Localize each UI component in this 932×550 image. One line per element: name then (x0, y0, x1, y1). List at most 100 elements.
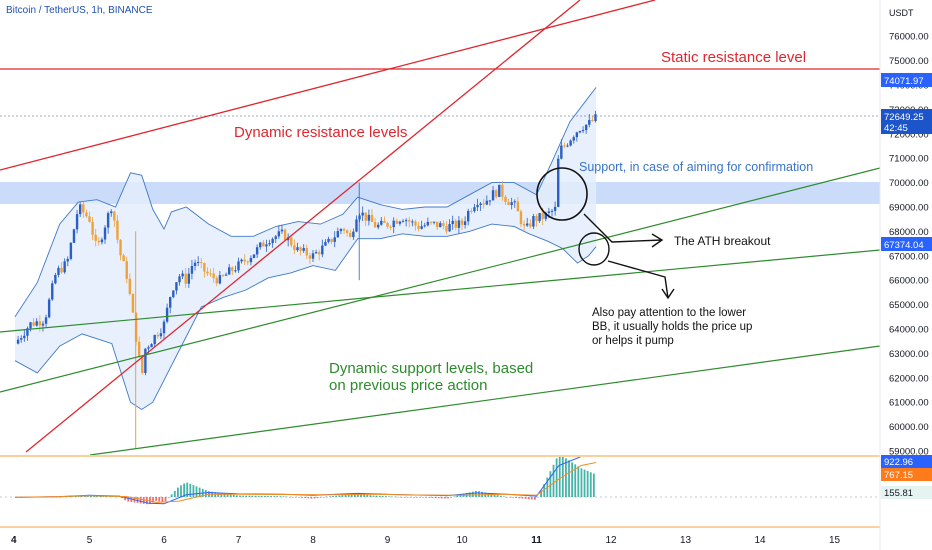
candle-body (259, 242, 262, 248)
macd-histogram-bar (291, 497, 294, 498)
candle (262, 240, 265, 247)
candle-body (209, 273, 212, 275)
candle-body (376, 224, 380, 228)
candle (563, 142, 566, 149)
candle-body (218, 275, 222, 284)
candle-body (460, 220, 464, 225)
candle (560, 139, 563, 160)
dynamic-support-line-1[interactable] (0, 167, 880, 393)
candle (408, 216, 411, 228)
dynamic-support-line-2[interactable] (0, 249, 880, 333)
macd-histogram-bar (195, 486, 198, 497)
candle-body (178, 276, 181, 283)
macd-histogram-bar (232, 494, 235, 497)
candle-body (97, 240, 101, 243)
macd-histogram-bar (83, 495, 86, 497)
candle (122, 253, 125, 262)
macd-histogram-bar (375, 495, 378, 497)
candle (296, 242, 299, 252)
bollinger-upper-band (14, 87, 597, 318)
candle-body (200, 262, 203, 264)
candle-body (299, 247, 302, 251)
macd-histogram-bar (518, 497, 521, 499)
macd-histogram-bar (425, 497, 428, 498)
candle (491, 186, 495, 201)
macd-histogram-bar (263, 495, 266, 497)
candle-body (448, 224, 451, 232)
macd-histogram-bar (540, 490, 542, 497)
macd-histogram-bar (316, 497, 319, 499)
macd-line (14, 457, 582, 505)
histogram-value-badge: 155.81 (881, 486, 932, 499)
dynamic-support-line-3[interactable] (89, 345, 880, 455)
candle-body (38, 321, 42, 326)
breakout-circle[interactable] (536, 167, 588, 221)
candle (423, 222, 426, 228)
candle-body (557, 158, 560, 207)
candle (361, 206, 364, 222)
candle-body (389, 226, 392, 228)
candle (314, 249, 318, 254)
candle-body (494, 190, 498, 197)
candle (550, 208, 554, 217)
candle-body (193, 262, 197, 266)
candle-body (408, 220, 411, 222)
macd-histogram-bar (180, 485, 182, 497)
candle-body (569, 140, 572, 146)
macd-histogram-bar (549, 471, 552, 497)
lower-band-circle[interactable] (578, 232, 610, 266)
candle (572, 135, 575, 144)
macd-histogram-bar (167, 497, 170, 498)
macd-signal-line (14, 462, 597, 503)
candle (44, 314, 48, 328)
candle-body (311, 253, 315, 259)
macd-histogram-bar (177, 487, 179, 497)
candle (162, 319, 166, 340)
macd-histogram-bar (322, 497, 325, 498)
candle-body (141, 356, 144, 373)
candle-body (293, 245, 296, 251)
macd-histogram-bar (251, 495, 254, 497)
macd-histogram-bar (273, 496, 276, 497)
macd-histogram-bar (558, 457, 561, 497)
macd-histogram-bar (453, 496, 456, 498)
candle (218, 270, 222, 285)
candle-body (432, 221, 436, 223)
candle-body (203, 262, 206, 272)
candle-body (296, 247, 299, 251)
dynamic-resistance-line-1[interactable] (0, 0, 656, 171)
lower-band-price-badge: 67374.04 (881, 237, 932, 251)
candle-body (386, 222, 389, 227)
candle-body (290, 237, 293, 246)
macd-histogram-bar (530, 497, 533, 500)
candle-body (594, 114, 597, 121)
candle (510, 197, 513, 210)
candle (69, 241, 73, 261)
macd-histogram-bar (384, 496, 387, 497)
candle (482, 198, 485, 209)
dynamic-resistance-line-2[interactable] (25, 0, 581, 453)
candle-body (221, 275, 225, 277)
time-axis[interactable]: 4 5 6 7 8 9 10 11 12 13 14 15 (11, 535, 840, 546)
candle-body (395, 220, 399, 224)
candle-body (485, 200, 489, 205)
macd-histogram-bar (310, 497, 313, 499)
candle (181, 270, 184, 280)
macd-histogram-bar (313, 497, 316, 499)
candle-body (243, 259, 246, 262)
svg-text:767.15: 767.15 (884, 470, 913, 481)
candle-body (41, 323, 45, 326)
candle-body (277, 231, 281, 237)
candle (103, 225, 107, 244)
candlestick-series (16, 110, 597, 449)
candle (439, 221, 442, 228)
candle (467, 208, 470, 226)
candle-body (373, 222, 377, 228)
candle (454, 218, 457, 231)
macd-histogram-bar (279, 496, 282, 497)
candle-body (498, 184, 501, 197)
candle-body (231, 267, 234, 271)
candle (460, 217, 464, 230)
candle (246, 260, 250, 266)
